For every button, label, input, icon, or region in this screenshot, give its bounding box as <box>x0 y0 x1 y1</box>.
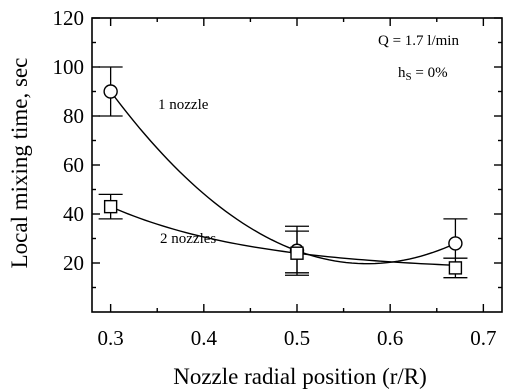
error-bars <box>98 66 468 279</box>
ticks <box>92 17 502 312</box>
y-tick-label-0: 20 <box>63 251 84 275</box>
point-square-1 <box>290 246 304 260</box>
data-markers <box>103 84 463 275</box>
point-circle-0 <box>103 84 118 99</box>
x-tick-label-2: 0.5 <box>284 326 310 350</box>
x-tick-label-1: 0.4 <box>191 326 218 350</box>
y-tick-label-4: 100 <box>53 55 85 79</box>
point-square-0 <box>103 199 118 214</box>
height-subscript: S <box>406 71 412 83</box>
x-tick-label-3: 0.6 <box>377 326 403 350</box>
height-prefix: h <box>398 65 406 81</box>
x-axis-label: Nozzle radial position (r/R) <box>173 364 427 389</box>
fit-curves <box>110 91 456 266</box>
tick-labels: 0.3 0.4 0.5 0.6 0.7 20 40 60 80 100 120 <box>53 6 497 350</box>
y-axis-label: Local mixing time, sec <box>7 58 32 269</box>
flow-rate-annotation: Q = 1.7 l/min <box>378 33 459 49</box>
point-circle-2 <box>448 236 463 251</box>
y-tick-label-2: 60 <box>63 153 84 177</box>
height-suffix: = 0% <box>412 65 448 81</box>
series-label-1-nozzle: 1 nozzle <box>158 97 209 113</box>
series-label-2-nozzles: 2 nozzles <box>160 231 216 247</box>
point-square-2 <box>448 261 463 275</box>
fit-curve-1-nozzle <box>110 91 456 265</box>
y-tick-label-3: 80 <box>63 104 84 128</box>
x-tick-label-0: 0.3 <box>98 326 124 350</box>
height-annotation: hS = 0% <box>398 65 448 83</box>
y-tick-label-1: 40 <box>63 202 84 226</box>
fit-curve-2-nozzles <box>110 206 456 266</box>
x-tick-label-4: 0.7 <box>470 326 496 350</box>
y-tick-label-5: 120 <box>53 6 85 30</box>
